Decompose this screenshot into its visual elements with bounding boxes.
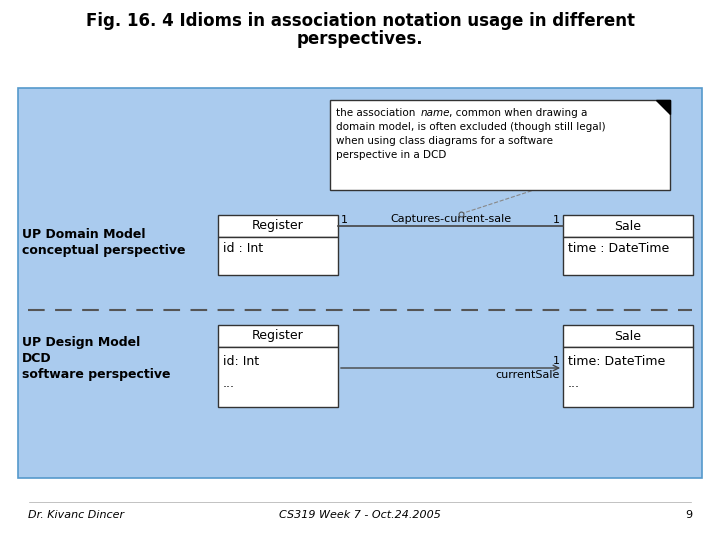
Text: DCD: DCD: [22, 352, 52, 365]
Text: Register: Register: [252, 329, 304, 342]
Text: Fig. 16. 4 Idioms in association notation usage in different: Fig. 16. 4 Idioms in association notatio…: [86, 12, 634, 30]
Text: perspectives.: perspectives.: [297, 30, 423, 48]
Text: perspective in a DCD: perspective in a DCD: [336, 150, 446, 160]
Text: domain model, is often excluded (though still legal): domain model, is often excluded (though …: [336, 122, 606, 132]
Text: Register: Register: [252, 219, 304, 233]
Text: CS319 Week 7 - Oct.24.2005: CS319 Week 7 - Oct.24.2005: [279, 510, 441, 520]
Bar: [563, 237, 693, 275]
Polygon shape: [656, 100, 670, 114]
Text: Sale: Sale: [614, 219, 642, 233]
Bar: [218, 237, 338, 275]
Text: time : DateTime: time : DateTime: [568, 242, 670, 255]
Text: the association: the association: [336, 108, 418, 118]
Text: 1: 1: [553, 215, 560, 225]
Text: ...: ...: [223, 377, 235, 390]
Text: currentSale: currentSale: [495, 370, 560, 380]
Bar: [218, 325, 338, 347]
Text: when using class diagrams for a software: when using class diagrams for a software: [336, 136, 553, 146]
Text: UP Domain Model: UP Domain Model: [22, 228, 145, 241]
Text: , common when drawing a: , common when drawing a: [449, 108, 588, 118]
Text: software perspective: software perspective: [22, 368, 171, 381]
Text: conceptual perspective: conceptual perspective: [22, 244, 186, 257]
Text: 9: 9: [685, 510, 692, 520]
Text: id: Int: id: Int: [223, 355, 259, 368]
Text: ...: ...: [568, 377, 580, 390]
Text: UP Design Model: UP Design Model: [22, 336, 140, 349]
Bar: [563, 347, 693, 407]
Text: time: DateTime: time: DateTime: [568, 355, 665, 368]
Text: name: name: [421, 108, 451, 118]
Bar: [563, 215, 693, 237]
Text: Captures-current-sale: Captures-current-sale: [390, 214, 511, 224]
Bar: [18, 88, 702, 478]
Text: 1: 1: [341, 215, 348, 225]
Bar: [330, 100, 670, 190]
Bar: [218, 347, 338, 407]
Text: Dr. Kivanc Dincer: Dr. Kivanc Dincer: [28, 510, 124, 520]
Bar: [218, 215, 338, 237]
Text: Sale: Sale: [614, 329, 642, 342]
Text: id : Int: id : Int: [223, 242, 263, 255]
Text: 1: 1: [553, 356, 560, 366]
Bar: [563, 325, 693, 347]
